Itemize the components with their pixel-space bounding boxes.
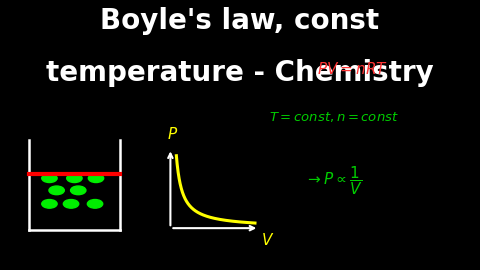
Circle shape [88,174,104,183]
Circle shape [67,174,82,183]
Text: $\mathit{\rightarrow P \propto \dfrac{1}{V}}$: $\mathit{\rightarrow P \propto \dfrac{1}… [305,164,362,197]
Circle shape [63,200,79,208]
Text: Boyle's law, const: Boyle's law, const [100,7,380,35]
Text: $\mathit{PV = nRT}$: $\mathit{PV = nRT}$ [317,61,388,77]
Text: $\mathit{T = const, n = const}$: $\mathit{T = const, n = const}$ [269,110,398,124]
Circle shape [42,200,57,208]
Circle shape [49,186,64,195]
Circle shape [71,186,86,195]
Circle shape [87,200,103,208]
Text: $\mathit{P}$: $\mathit{P}$ [167,126,179,142]
Circle shape [42,174,57,183]
Text: $\mathit{V}$: $\mathit{V}$ [261,232,275,248]
Text: temperature - Chemistry: temperature - Chemistry [46,59,434,87]
